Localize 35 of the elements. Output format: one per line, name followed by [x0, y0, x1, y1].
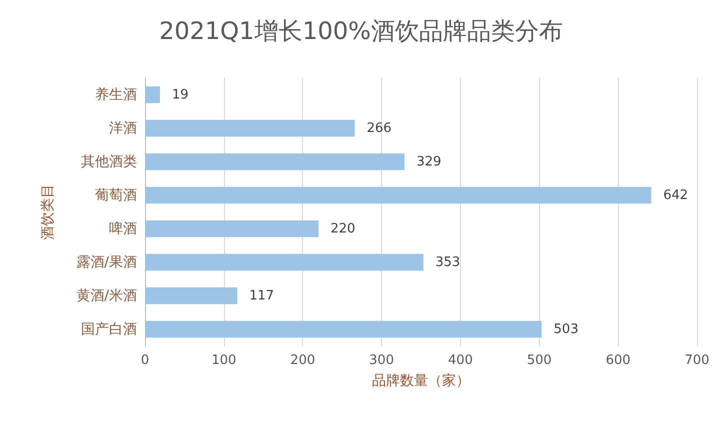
x-tick-label: 500 — [526, 353, 552, 368]
y-tick-label: 露酒/果酒 — [76, 254, 137, 270]
x-tick-label: 0 — [140, 353, 150, 368]
x-tick-label: 100 — [211, 353, 236, 368]
data-label: 642 — [663, 188, 688, 203]
x-tick-label: 200 — [290, 353, 316, 368]
bar — [145, 86, 160, 104]
x-tick-label: 300 — [369, 353, 394, 368]
bar — [145, 186, 652, 204]
y-tick-label: 啤酒 — [109, 220, 137, 237]
bar — [145, 254, 424, 271]
data-label: 117 — [249, 288, 274, 304]
data-label: 329 — [416, 154, 442, 170]
y-tick-label: 养生酒 — [95, 86, 137, 103]
y-tick-label: 国产白酒 — [81, 321, 137, 338]
data-label: 19 — [172, 87, 189, 102]
y-tick-label: 葡萄酒 — [95, 187, 137, 204]
x-tick-label: 700 — [684, 353, 710, 368]
bar — [145, 220, 318, 238]
y-axis-title: 酒饮类目 — [40, 184, 56, 240]
y-tick-label: 黄酒/米酒 — [76, 288, 137, 304]
x-axis-title: 品牌数量（家） — [372, 373, 470, 389]
y-tick-label: 其他酒类 — [81, 154, 137, 170]
bar — [145, 120, 355, 137]
data-label: 353 — [435, 254, 460, 270]
x-tick-label: 400 — [448, 353, 473, 368]
chart-title: 2021Q1增长100%酒饮品牌品类分布 — [159, 17, 563, 45]
y-tick-label: 洋酒 — [109, 120, 137, 136]
bar — [145, 320, 542, 338]
data-label: 220 — [330, 221, 356, 236]
data-label: 503 — [554, 322, 578, 337]
bar — [145, 287, 238, 304]
data-label: 266 — [366, 120, 392, 136]
bar — [145, 153, 404, 170]
x-tick-label: 600 — [606, 353, 631, 368]
